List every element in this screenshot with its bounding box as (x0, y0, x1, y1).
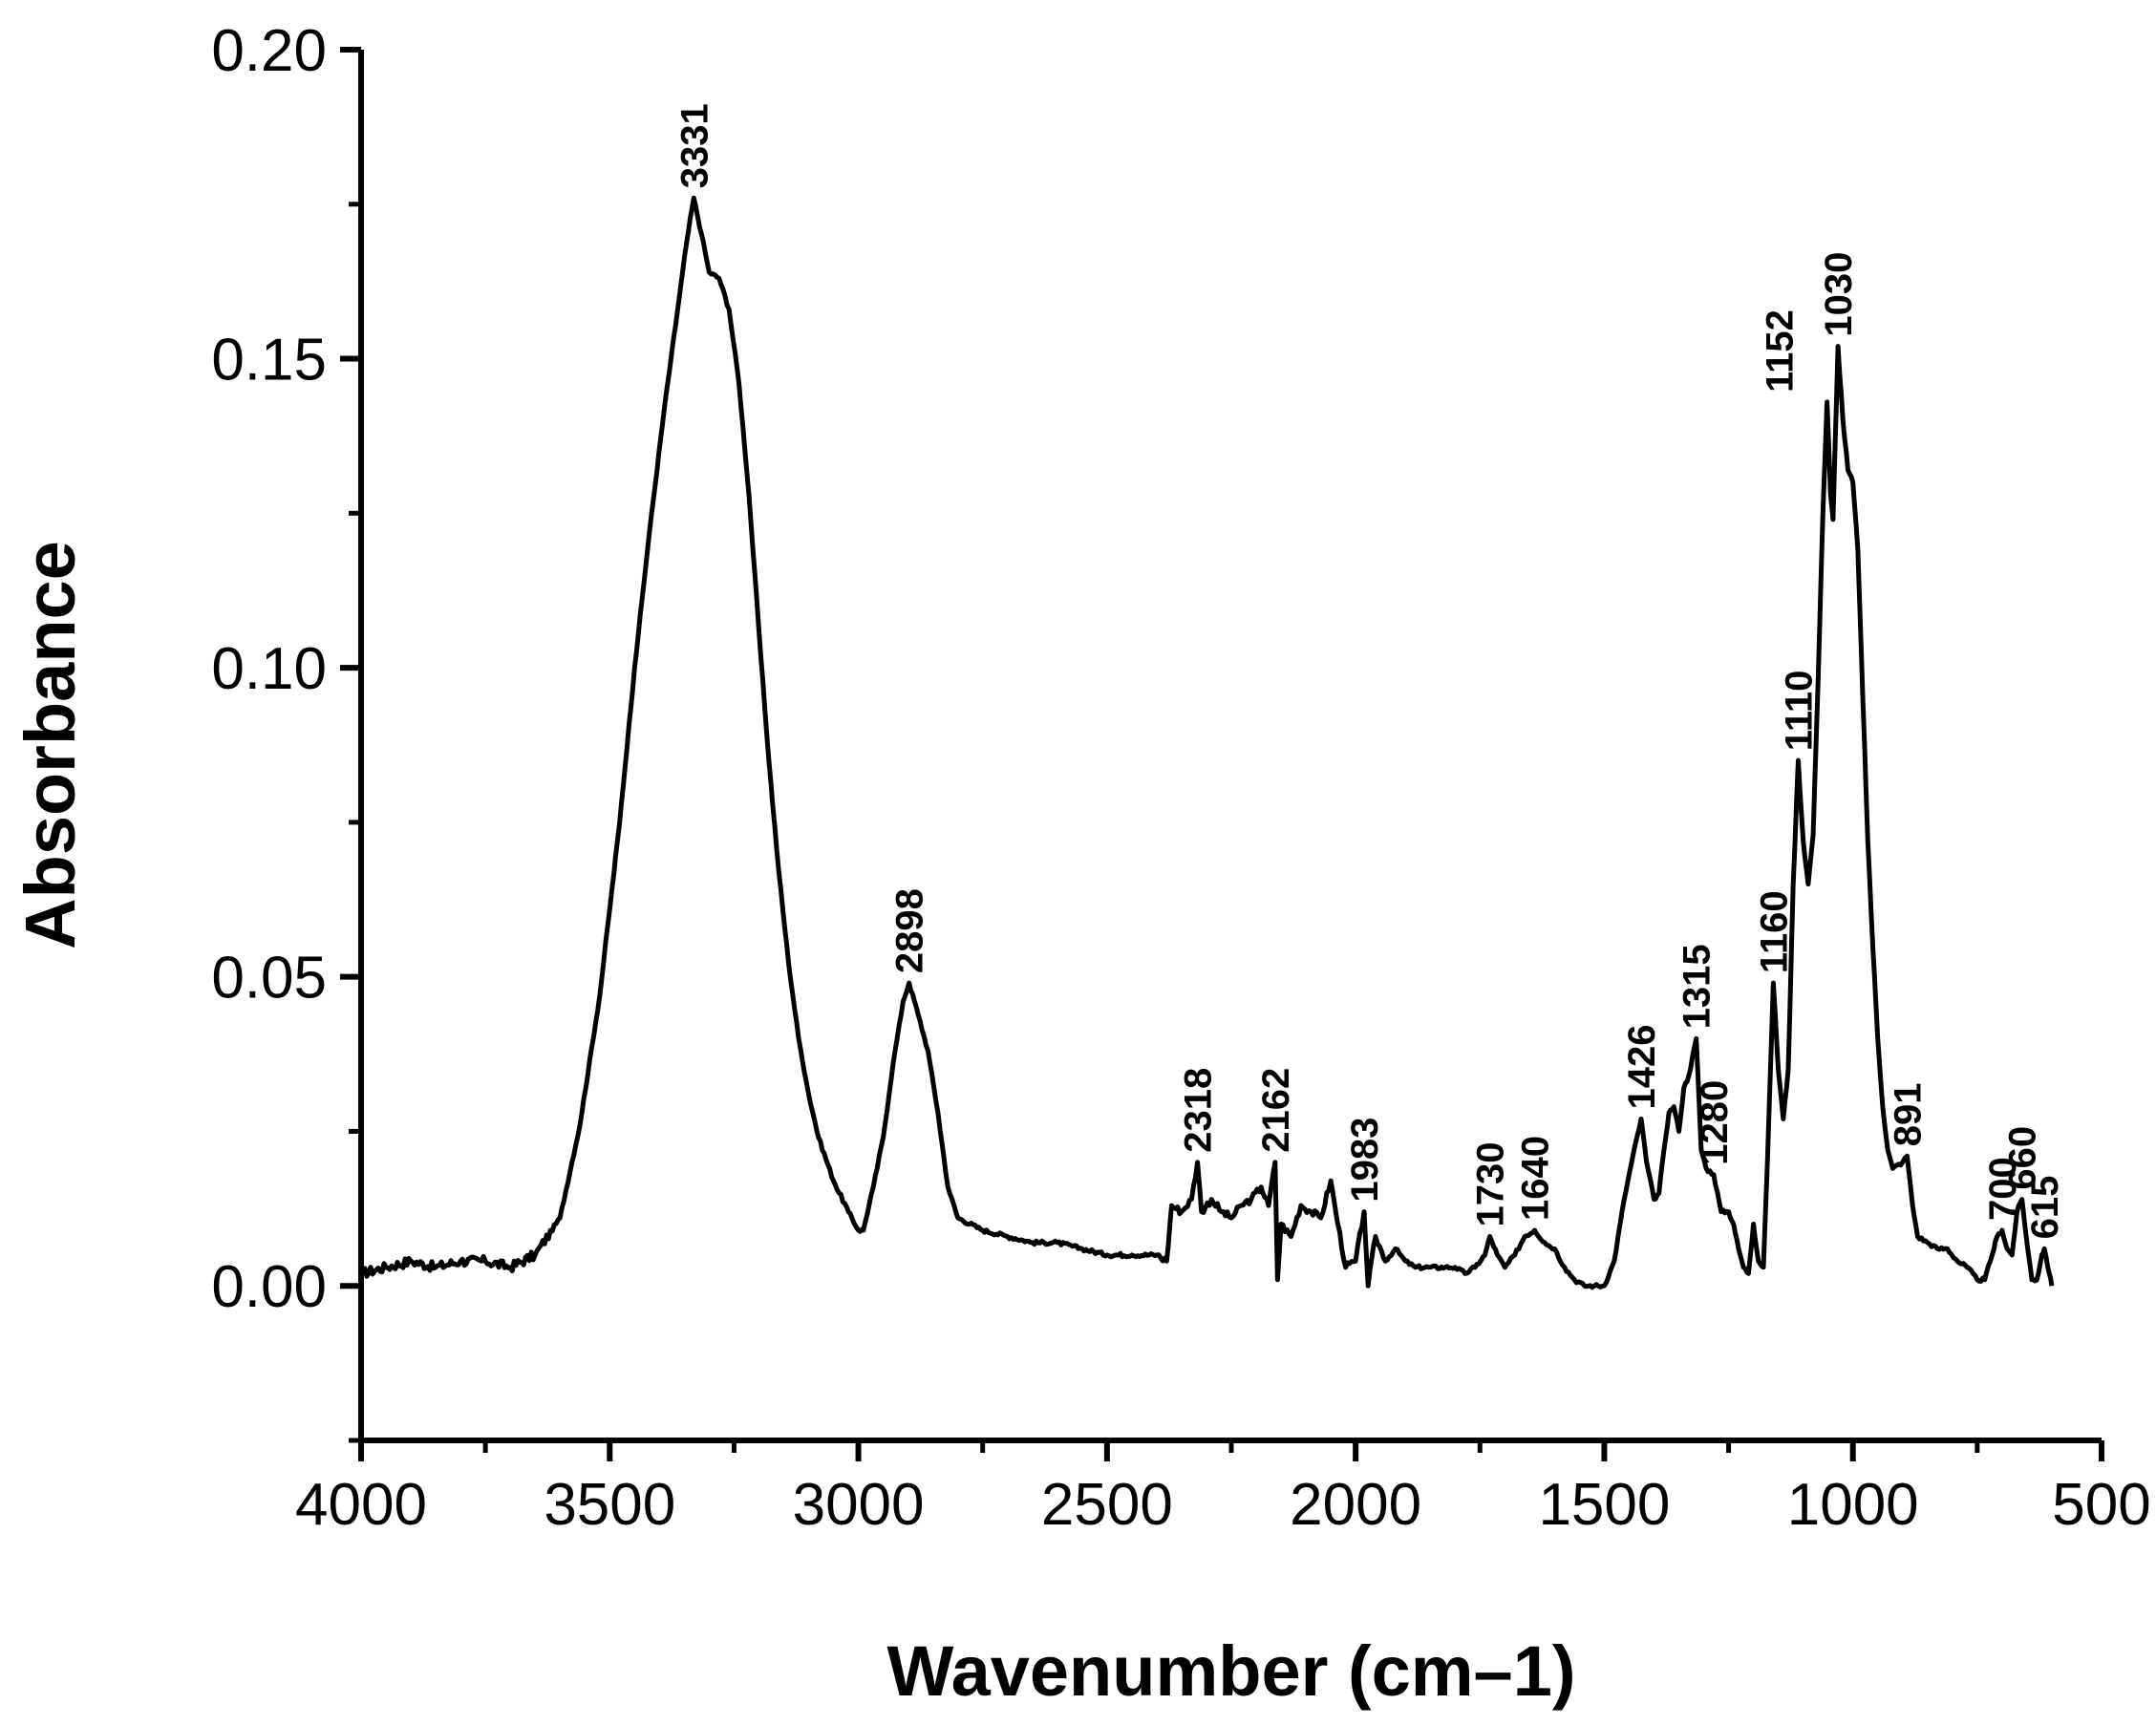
peak-label: 2162 (1255, 1068, 1297, 1153)
peak-label: 1730 (1470, 1142, 1512, 1227)
peak-annotations: 3331 2898 2318 2162 1983 1730 1640 1426 1315 1280… (673, 103, 2066, 1239)
x-tick-label: 4000 (295, 1472, 427, 1538)
peak-label: 1152 (1760, 309, 1802, 393)
x-axis-title: Wavenumber (cm–1) (886, 1631, 1575, 1711)
peak-label: 615 (2024, 1176, 2066, 1240)
peak-label: 2898 (889, 888, 931, 973)
peak-label: 1280 (1694, 1080, 1736, 1165)
y-tick-label: 0.00 (211, 1254, 327, 1320)
axes: 4000 3500 3000 2500 2000 1500 1000 500 0.00 0.05 0… (211, 18, 2150, 1538)
x-tick-label: 2000 (1290, 1472, 1421, 1538)
x-tick-label: 500 (2052, 1472, 2150, 1538)
peak-label: 1426 (1621, 1025, 1663, 1110)
peak-label: 1315 (1676, 944, 1718, 1029)
peak-label: 1110 (1779, 671, 1821, 752)
x-tick-label: 1000 (1787, 1472, 1919, 1538)
y-tick-label: 0.20 (211, 18, 327, 84)
peak-label: 1640 (1515, 1136, 1557, 1221)
peak-label: 700 (1982, 1157, 2024, 1221)
x-tick-label: 1500 (1538, 1472, 1670, 1538)
x-tick-label: 2500 (1041, 1472, 1173, 1538)
peak-label: 891 (1888, 1083, 1930, 1147)
peak-label: 2318 (1178, 1068, 1220, 1153)
peak-label: 1983 (1344, 1118, 1386, 1203)
y-axis-title: Absorbance (11, 541, 90, 949)
peak-label: 1030 (1818, 252, 1860, 337)
x-tick-label: 3000 (793, 1472, 925, 1538)
x-tick-label: 3500 (544, 1472, 675, 1538)
y-tick-label: 0.10 (211, 636, 327, 702)
y-tick-label: 0.05 (211, 946, 327, 1012)
peak-label: 3331 (673, 103, 715, 188)
peak-label: 660 (2002, 1126, 2044, 1190)
spectrum-line (358, 195, 2055, 1290)
y-tick-label: 0.15 (211, 328, 327, 394)
peak-label: 1160 (1753, 890, 1795, 973)
plot-area (358, 195, 2055, 1290)
